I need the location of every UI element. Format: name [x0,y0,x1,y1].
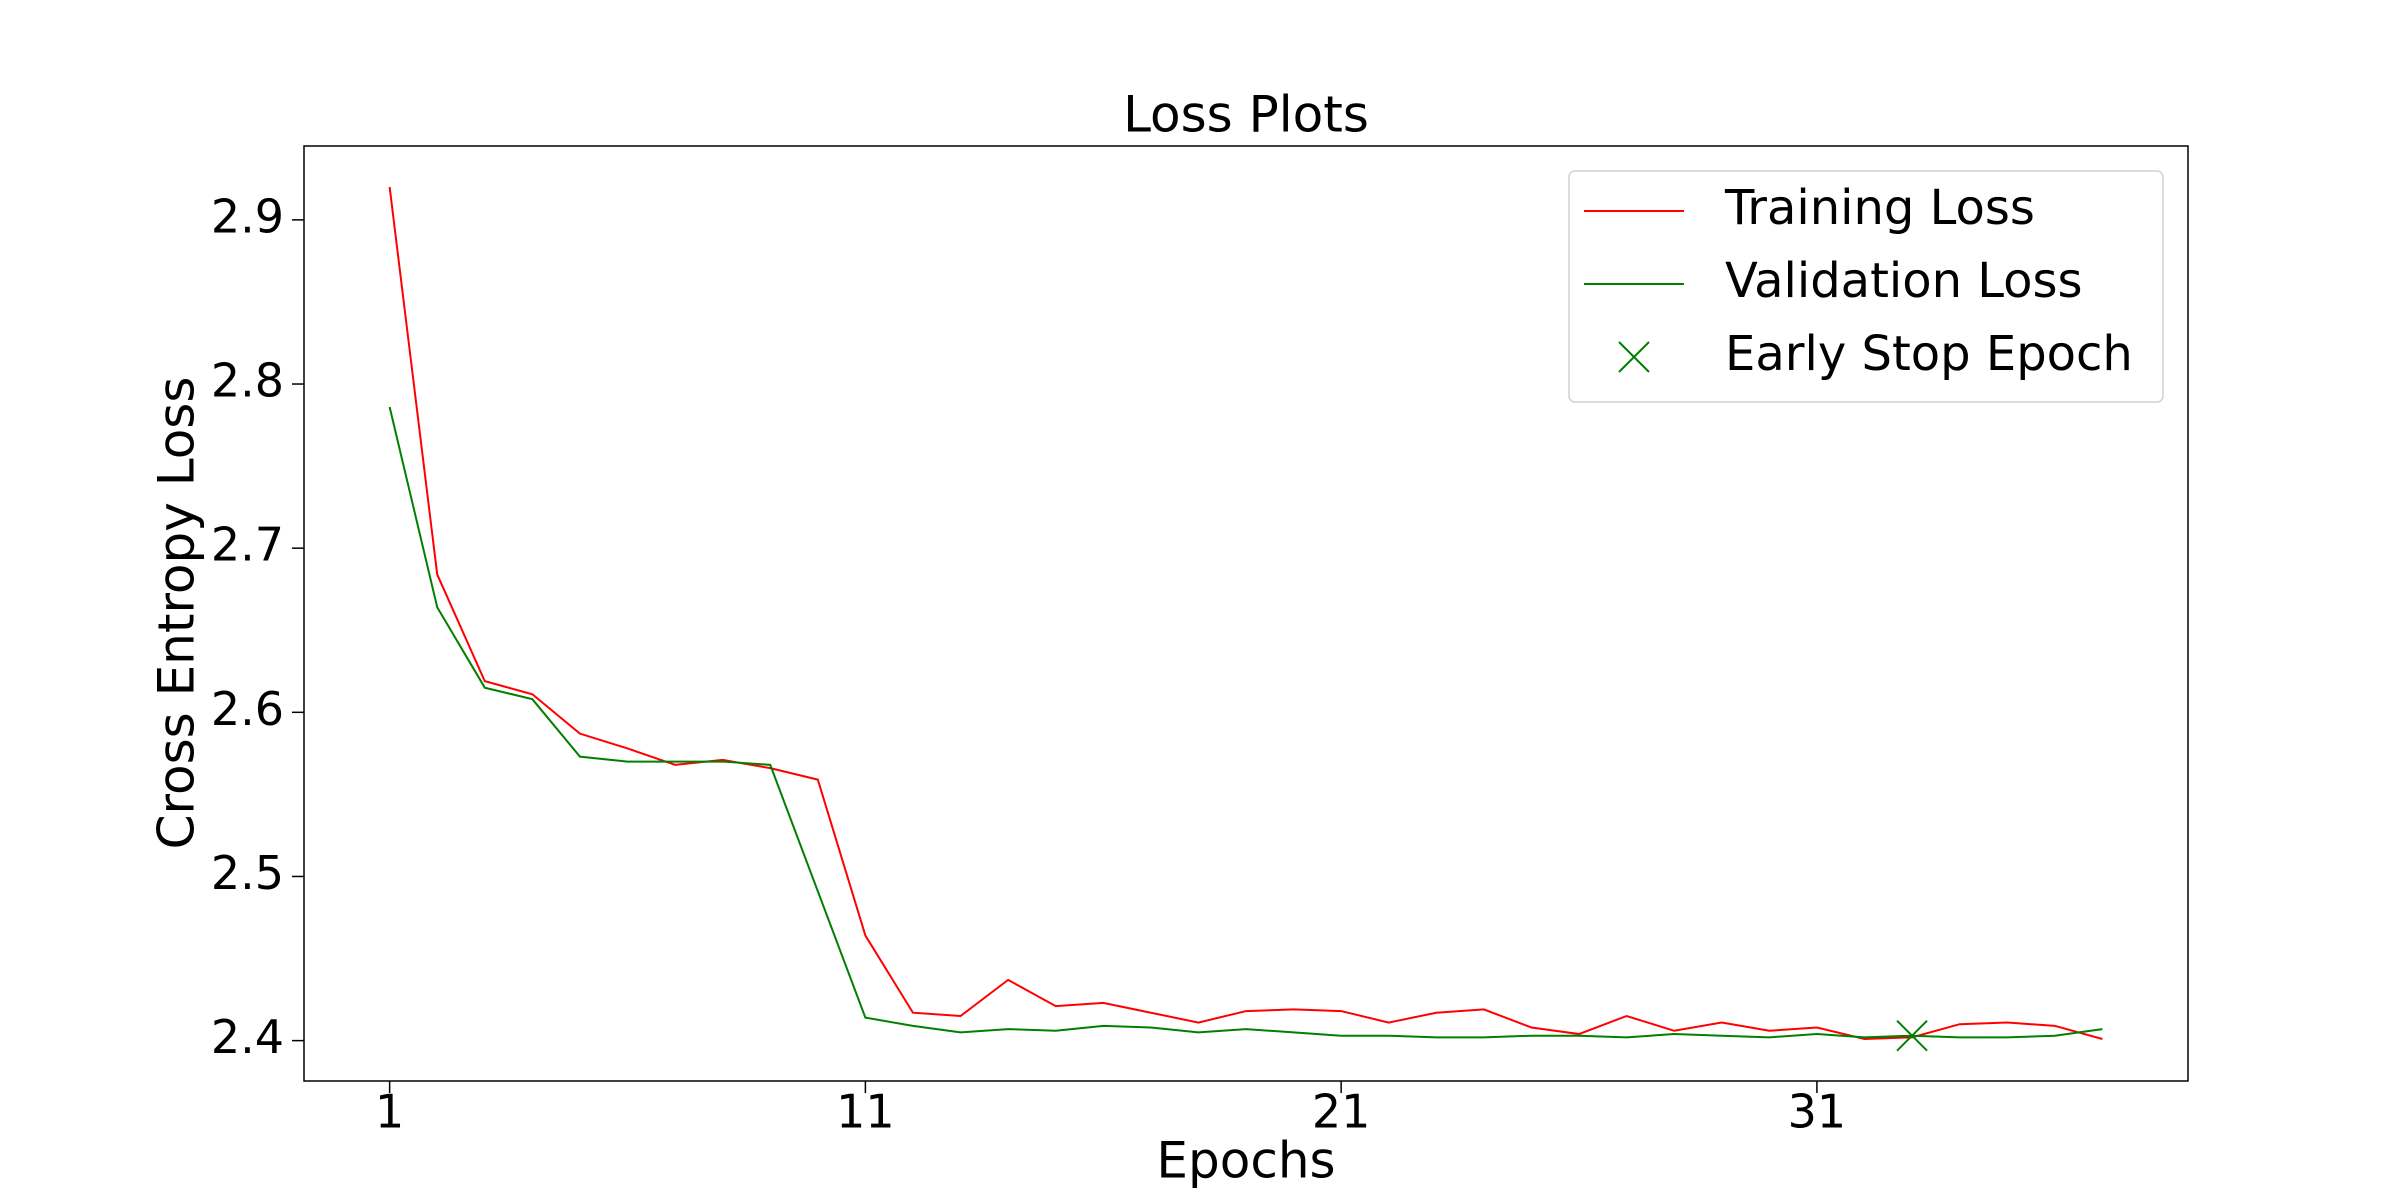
x-tick-label: 11 [836,1085,895,1139]
legend-label: Early Stop Epoch [1725,326,2133,382]
y-tick-label: 2.4 [211,1010,284,1064]
legend-label: Validation Loss [1725,253,2083,309]
x-axis-label: Epochs [1156,1132,1335,1190]
legend-marker [1618,341,1650,373]
x-tick-label: 21 [1312,1085,1371,1139]
y-tick-label: 2.6 [211,682,284,736]
loss-line [388,406,2103,1039]
x-tick-label: 1 [375,1085,404,1139]
loss-line [388,186,2103,1040]
legend-box [1568,170,2164,403]
y-tick-label: 2.7 [211,518,284,572]
legend-label: Training Loss [1724,180,2035,236]
plot-frame [303,145,2189,1082]
y-tick-label: 2.8 [211,354,284,408]
y-tick-label: 2.9 [211,189,284,243]
chart-title: Loss Plots [1123,86,1369,144]
early-stop-marker [1896,1019,1928,1052]
y-tick-label: 2.5 [211,846,284,900]
x-tick-label: 31 [1788,1085,1847,1139]
y-axis-label: Cross Entropy Loss [148,377,206,850]
